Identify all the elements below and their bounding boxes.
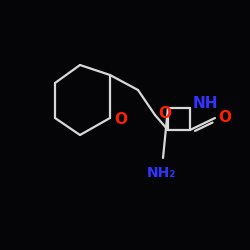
Text: NH₂: NH₂	[146, 166, 176, 180]
Text: O: O	[218, 110, 231, 126]
Text: O: O	[114, 112, 127, 128]
Text: O: O	[158, 106, 171, 120]
Text: NH: NH	[193, 96, 218, 110]
